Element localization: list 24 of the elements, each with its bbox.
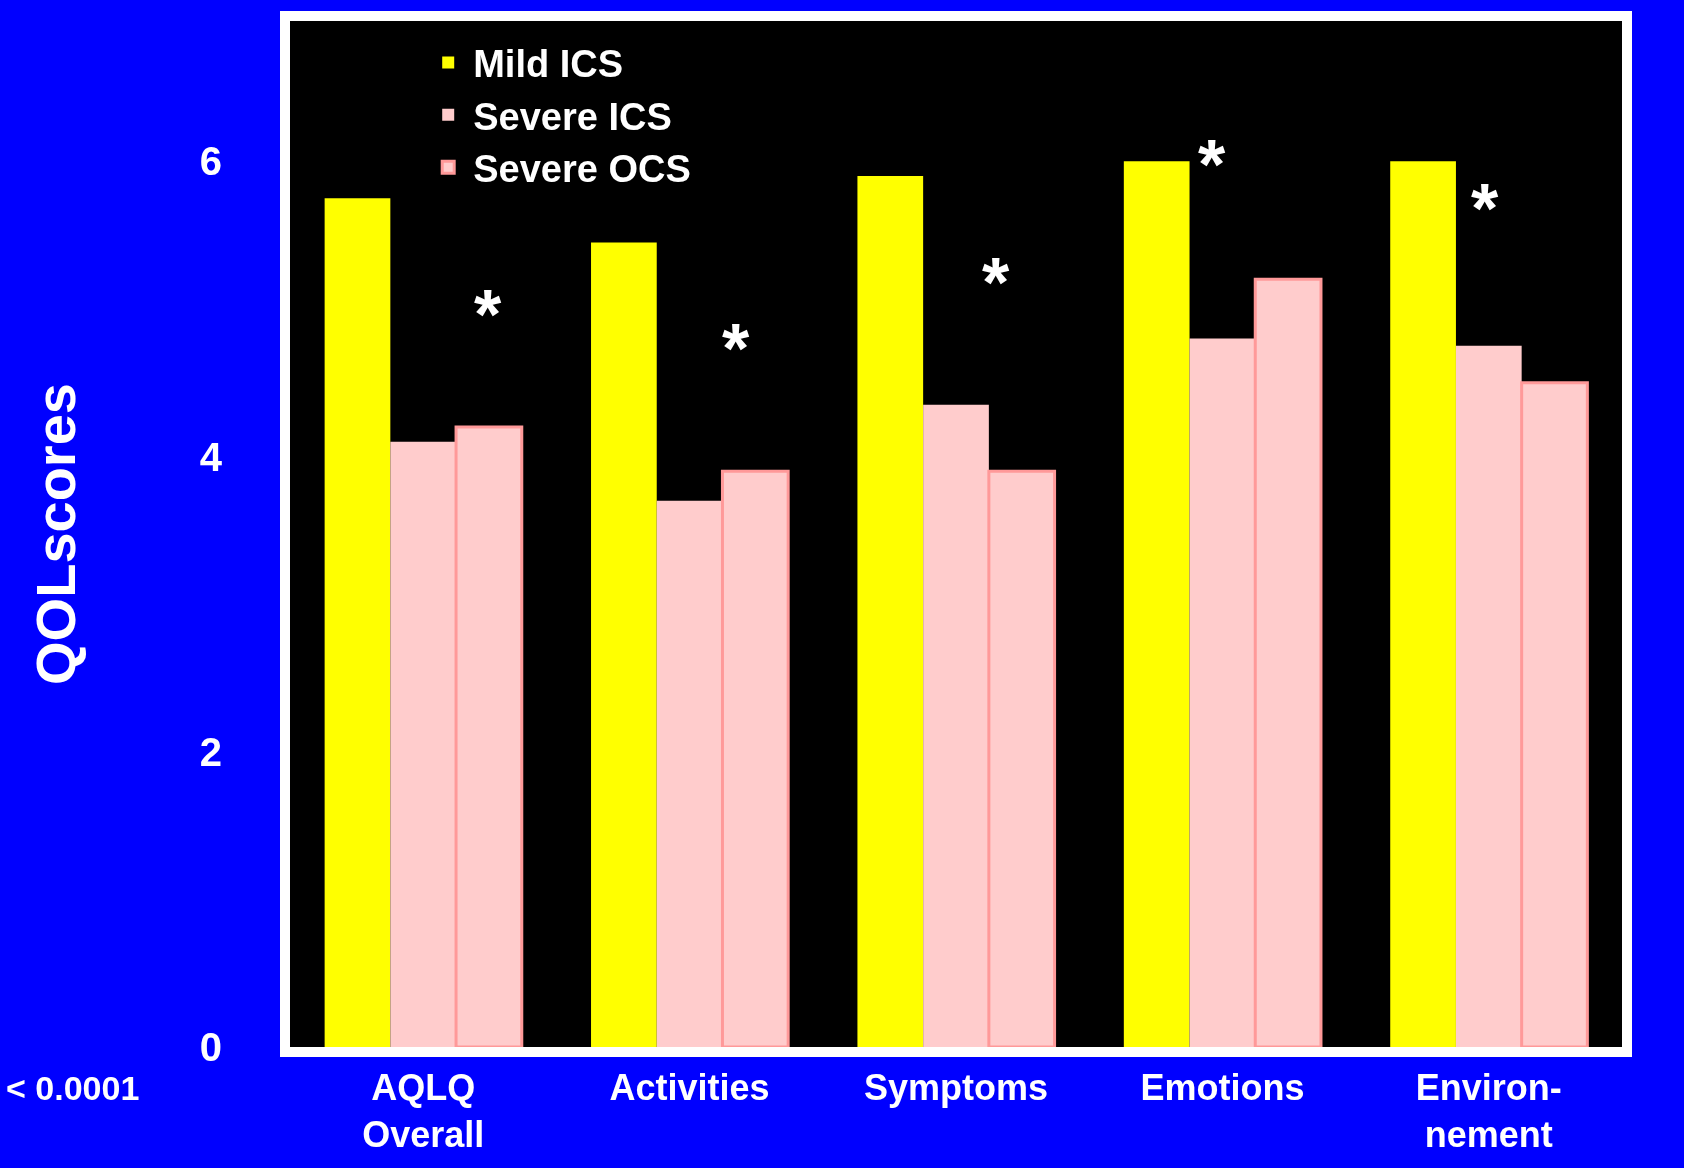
y-tick-label: 4: [199, 434, 223, 479]
bar: [1123, 161, 1190, 1047]
x-tick-label: Environ- nement: [1415, 1067, 1562, 1155]
x-tick-label: Emotions: [1140, 1067, 1305, 1109]
annotation: *: [1471, 170, 1499, 248]
annotation: *: [982, 244, 1010, 322]
annotation: *: [1198, 126, 1226, 204]
bar: [324, 198, 391, 1047]
y-tick-label: 6: [199, 139, 222, 184]
bar: [591, 242, 657, 1047]
y-tick-label: 2: [199, 729, 222, 774]
text: < 0.0001: [6, 1069, 140, 1107]
legend-label: Mild ICS: [473, 43, 624, 86]
bar: [1390, 161, 1456, 1047]
x-tick-label: AQLQ Overall: [362, 1067, 485, 1155]
legend-label: Severe ICS: [473, 95, 672, 138]
annotation: *: [722, 310, 750, 388]
x-tick-label: Activities: [609, 1067, 770, 1109]
bar: [857, 176, 924, 1047]
annotation: *: [474, 276, 502, 354]
y-axis-title: QOLscores: [24, 383, 88, 685]
y-tick-label: 0: [199, 1025, 222, 1069]
legend-label: Severe OCS: [473, 148, 691, 191]
x-tick-label: Symptoms: [863, 1067, 1049, 1109]
